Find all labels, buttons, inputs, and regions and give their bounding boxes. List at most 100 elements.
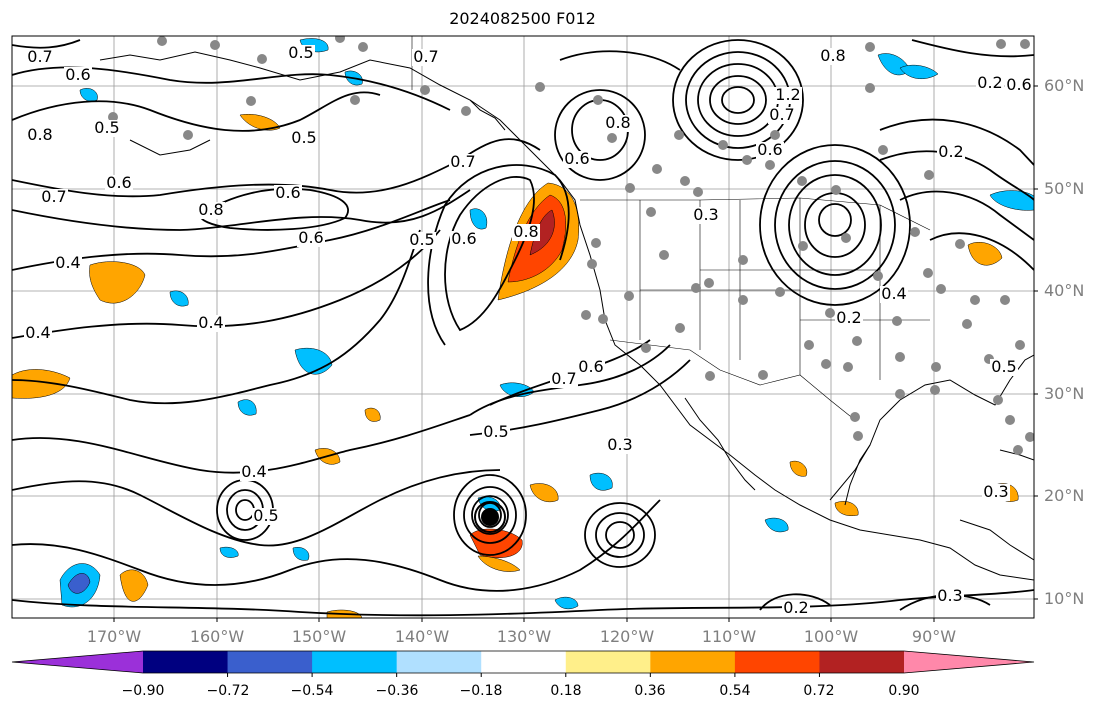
contour-label-bg — [982, 484, 1010, 501]
contour-label: 0.4 — [241, 462, 266, 481]
shaded-anomalies — [12, 38, 1034, 618]
colorbar-segment — [312, 651, 398, 673]
contour-label: 0.6 — [275, 183, 300, 202]
contour-label-bg — [26, 127, 54, 144]
contour-label: 0.6 — [1006, 75, 1031, 94]
lat-label: 20°N — [1044, 486, 1085, 505]
contour-label: 0.5 — [94, 118, 119, 137]
contour-label: 0.5 — [288, 43, 313, 62]
contour-label: 0.4 — [55, 253, 80, 272]
political-borders — [411, 36, 931, 421]
contour-label: 0.5 — [409, 230, 434, 249]
colorbar-tick-label: 0.54 — [719, 683, 751, 699]
lat-label: 60°N — [1044, 76, 1085, 95]
colorbar-segment — [819, 651, 905, 673]
colorbar-tick-label: 0.90 — [888, 683, 920, 699]
contour-label-bg — [412, 49, 440, 66]
contour-label-bg — [990, 359, 1018, 376]
colorbar-tick-label: −0.36 — [375, 683, 419, 699]
contour-label-bg — [40, 189, 68, 206]
contour-label-bg — [512, 224, 540, 241]
warm-anomaly-hurricane — [469, 528, 523, 558]
hurricane-center — [474, 501, 506, 533]
contour-label-bg — [606, 437, 634, 454]
contour-label: 0.3 — [937, 586, 962, 605]
lon-label: 130°W — [496, 627, 552, 646]
contour-label: 0.6 — [106, 173, 131, 192]
contour-label-bg — [297, 230, 325, 247]
contour-label: 0.6 — [564, 149, 589, 168]
contour-label: 1.2 — [775, 85, 800, 104]
contour-label-bg — [54, 255, 82, 272]
contour-label-bg — [64, 67, 92, 84]
lat-ticks — [1034, 85, 1038, 600]
contour-label: 0.7 — [551, 369, 576, 388]
contour-label: 0.4 — [198, 313, 223, 332]
contour-label: 0.8 — [27, 125, 52, 144]
contour-label-bg — [756, 142, 784, 159]
colorbar-tick-label: −0.72 — [206, 683, 250, 699]
lon-label: 150°W — [291, 627, 347, 646]
colorbar-tick-label: 0.18 — [550, 683, 582, 699]
contour-label: 0.4 — [25, 323, 50, 342]
contour-label-bg — [1005, 77, 1033, 94]
contour-label: 0.2 — [836, 308, 861, 327]
contour-label: 0.6 — [298, 228, 323, 247]
lat-label: 40°N — [1044, 281, 1085, 300]
contour-label: 0.5 — [991, 357, 1016, 376]
contour-label: 0.2 — [938, 142, 963, 161]
map-frame — [11, 35, 1035, 619]
contour-labels: 0.7 0.6 0.5 0.7 0.5 0.8 0.5 0.6 0.6 0.7 0.7 0.6 0.8 0… — [24, 43, 1033, 617]
contour-label-bg — [937, 144, 965, 161]
contour-label: 0.3 — [983, 482, 1008, 501]
station-markers — [108, 36, 1034, 455]
contour-label-bg — [550, 371, 578, 388]
lon-label: 160°W — [189, 627, 245, 646]
lon-label: 110°W — [701, 627, 757, 646]
contour-label-bg — [450, 231, 478, 248]
contour-label-bg — [936, 588, 964, 605]
contour-label: 0.8 — [820, 46, 845, 65]
contour-label: 0.2 — [977, 73, 1002, 92]
lat-label: 10°N — [1044, 589, 1085, 608]
contour-label-bg — [105, 175, 133, 192]
colorbar-segment — [143, 651, 229, 673]
contour-label-bg — [692, 207, 720, 224]
colorbar-outline — [11, 650, 1035, 674]
contour-label-bg — [819, 48, 847, 65]
contour-label: 0.7 — [27, 47, 52, 66]
contour-label-bg — [290, 130, 318, 147]
contour-label-bg — [604, 115, 632, 132]
lon-label: 90°W — [911, 627, 957, 646]
contour-label: 0.5 — [253, 506, 278, 525]
contour-label: 0.3 — [607, 435, 632, 454]
colorbar-tick-label: −0.54 — [290, 683, 334, 699]
contour-label: 0.7 — [769, 105, 794, 124]
colorbar-tick-label: 0.36 — [634, 683, 666, 699]
coastlines — [99, 51, 1034, 581]
lon-label: 100°W — [803, 627, 859, 646]
contour-label-bg — [408, 232, 436, 249]
contour-label-bg — [449, 154, 477, 171]
contour-label: 0.6 — [451, 229, 476, 248]
contour-label: 0.7 — [41, 187, 66, 206]
colorbar-extend-max — [904, 651, 1034, 673]
colorbar-tick-label: −0.18 — [459, 683, 503, 699]
contour-label: 0.7 — [413, 47, 438, 66]
colorbar-segment — [650, 651, 736, 673]
lon-label: 140°W — [394, 627, 450, 646]
contour-label-bg — [782, 600, 810, 617]
contour-label-bg — [26, 49, 54, 66]
contour-label: 0.3 — [693, 205, 718, 224]
contour-label: 0.6 — [65, 65, 90, 84]
colorbar-tick-label: 0.72 — [803, 683, 835, 699]
lon-label: 170°W — [86, 627, 142, 646]
contour-label: 0.4 — [881, 284, 906, 303]
contour-label-bg — [976, 75, 1004, 92]
contour-label-bg — [880, 286, 908, 303]
contour-label: 0.7 — [450, 152, 475, 171]
contour-label-bg — [577, 359, 605, 376]
colorbar-segment — [734, 651, 820, 673]
lon-ticks — [113, 618, 935, 622]
